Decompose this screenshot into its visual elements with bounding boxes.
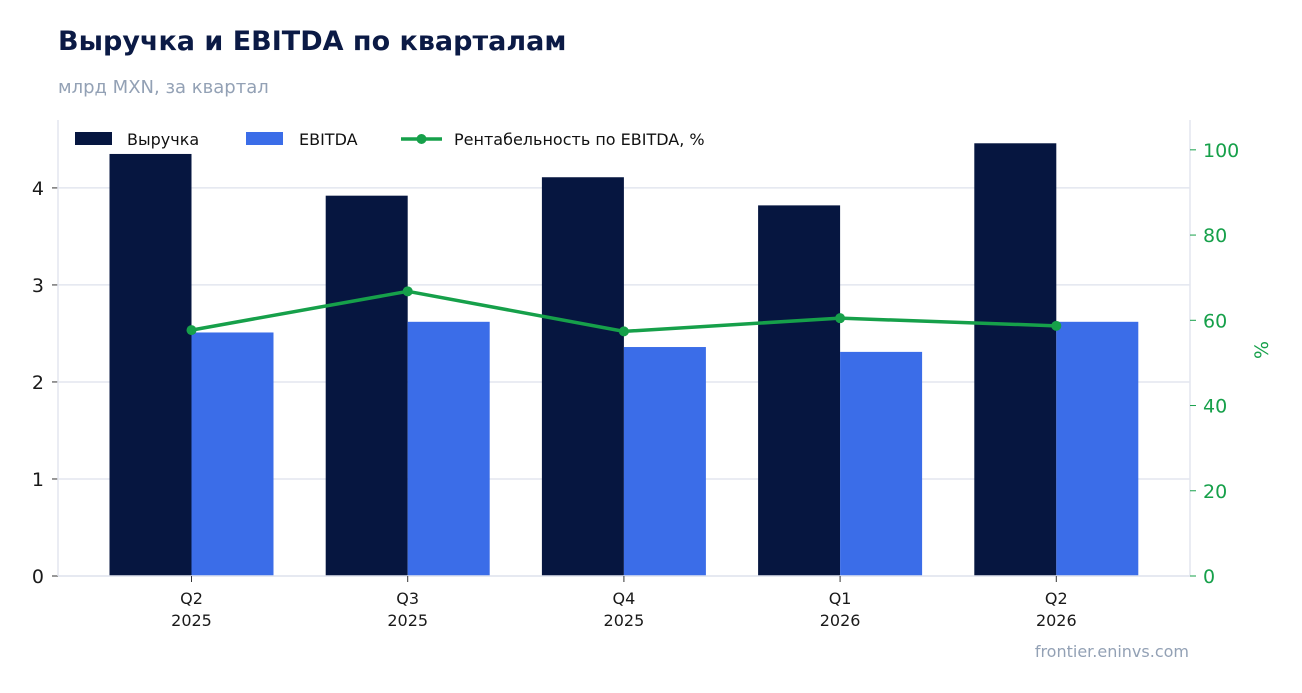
- left-tick-label: 2: [32, 372, 44, 394]
- legend-swatch-ebitda: [246, 132, 283, 145]
- legend-swatch-revenue: [75, 132, 112, 145]
- left-tick-label: 1: [32, 469, 44, 491]
- chart-title: Выручка и EBITDA по кварталам: [58, 26, 567, 57]
- margin-point: [618, 326, 629, 337]
- x-tick-label-quarter: Q2: [180, 589, 203, 608]
- right-tick-label: 80: [1203, 225, 1227, 247]
- ebitda-bar: [1056, 321, 1139, 576]
- ebitda-bar: [623, 347, 706, 576]
- chart-subtitle: млрд MXN, за квартал: [58, 77, 269, 98]
- x-tick-label-year: 2025: [387, 611, 428, 630]
- margin-point: [835, 313, 846, 324]
- left-tick-label: 3: [32, 275, 44, 297]
- left-tick-label: 4: [32, 178, 44, 200]
- x-tick-label-year: 2025: [171, 611, 212, 630]
- legend-label-ebitda: EBITDA: [299, 130, 358, 149]
- margin-point: [402, 286, 413, 297]
- x-tick-label-quarter: Q1: [829, 589, 852, 608]
- revenue-bar: [325, 195, 408, 577]
- x-tick-label-quarter: Q4: [613, 589, 636, 608]
- right-tick-label: 20: [1203, 481, 1227, 503]
- right-axis-label: %: [1251, 341, 1273, 359]
- legend-label-revenue: Выручка: [127, 130, 199, 149]
- revenue-bar: [541, 177, 624, 576]
- right-tick-label: 0: [1203, 566, 1215, 588]
- margin-point: [1051, 320, 1062, 331]
- source-footer: frontier.eninvs.com: [1034, 642, 1189, 661]
- right-tick-label: 60: [1203, 310, 1227, 332]
- legend-label-margin: Рентабельность по EBITDA, %: [454, 130, 705, 149]
- x-tick-label-quarter: Q3: [396, 589, 419, 608]
- right-tick-label: 100: [1203, 140, 1239, 162]
- x-tick-label-year: 2026: [1036, 611, 1077, 630]
- left-tick-label: 0: [32, 566, 44, 588]
- ebitda-bar: [840, 351, 923, 576]
- legend-marker-margin: [416, 134, 427, 144]
- ebitda-bar: [191, 332, 274, 576]
- x-tick-label-quarter: Q2: [1045, 589, 1068, 608]
- margin-point: [186, 325, 197, 336]
- x-tick-label-year: 2026: [820, 611, 861, 630]
- right-tick-label: 40: [1203, 396, 1227, 418]
- ebitda-bar: [407, 321, 490, 576]
- x-tick-label-year: 2025: [604, 611, 645, 630]
- revenue-bar: [758, 205, 841, 576]
- revenue-bar: [974, 143, 1057, 577]
- revenue-bar: [109, 153, 192, 576]
